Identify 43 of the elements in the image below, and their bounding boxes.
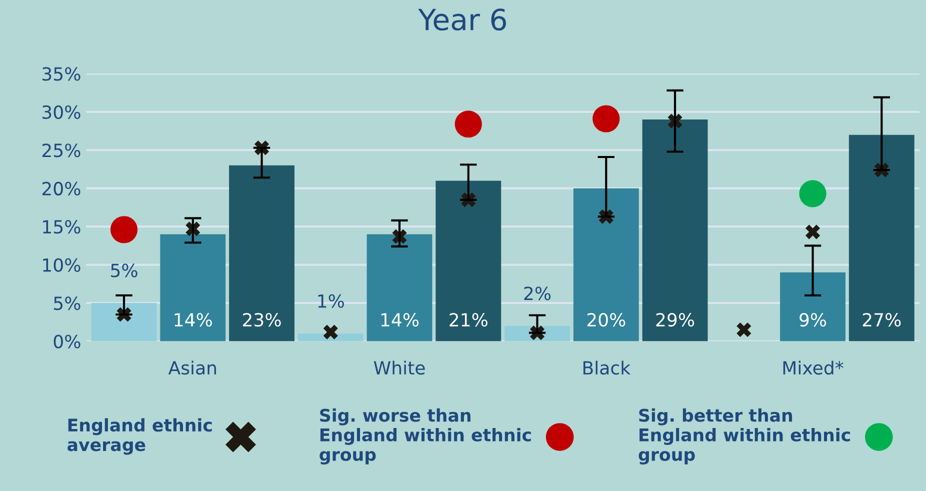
bar (366, 234, 432, 342)
x-tick-label: White (374, 360, 425, 375)
data-label: 9% (800, 312, 826, 327)
x-tick-label: Mixed* (783, 360, 844, 375)
y-tick-label: 35% (42, 67, 80, 81)
bar (642, 120, 708, 342)
bar (160, 234, 226, 342)
data-label: 5% (111, 264, 138, 278)
y-tick-label: 15% (43, 220, 80, 234)
y-tick-label: 5% (54, 296, 80, 310)
point (736, 322, 752, 338)
legend-label: Sig. worse than England within ethnic group (320, 408, 531, 465)
data-label: 21% (450, 312, 488, 327)
point (805, 224, 820, 240)
data-label: 20% (587, 312, 626, 327)
legend-label: England ethnic average (68, 418, 212, 455)
bar (573, 188, 639, 342)
data-label: 1% (318, 294, 344, 308)
bar (436, 180, 502, 342)
x-tick-label: Black (583, 360, 631, 375)
point (454, 110, 482, 138)
chart-title: Year 6 (418, 8, 506, 31)
bar (229, 165, 294, 342)
point (592, 105, 620, 132)
bar (91, 303, 157, 342)
data-label: 23% (243, 312, 281, 327)
legend-label: Sig. better than England within ethnic group (638, 408, 850, 465)
point (799, 180, 826, 208)
bar (780, 272, 846, 342)
x-tick-label: Asian (168, 360, 216, 375)
point (323, 324, 338, 340)
data-label: 27% (862, 312, 901, 327)
data-label: 29% (656, 312, 694, 327)
bar (848, 134, 914, 342)
y-tick-label: 25% (42, 144, 80, 158)
data-label: 14% (174, 312, 212, 327)
y-tick-label: 10% (43, 258, 80, 272)
data-label: 2% (524, 286, 551, 300)
y-tick-label: 20% (42, 182, 80, 196)
data-label: 14% (381, 312, 419, 327)
point (110, 216, 138, 244)
y-tick-label: 30% (42, 105, 80, 119)
y-tick-label: 0% (54, 334, 80, 348)
